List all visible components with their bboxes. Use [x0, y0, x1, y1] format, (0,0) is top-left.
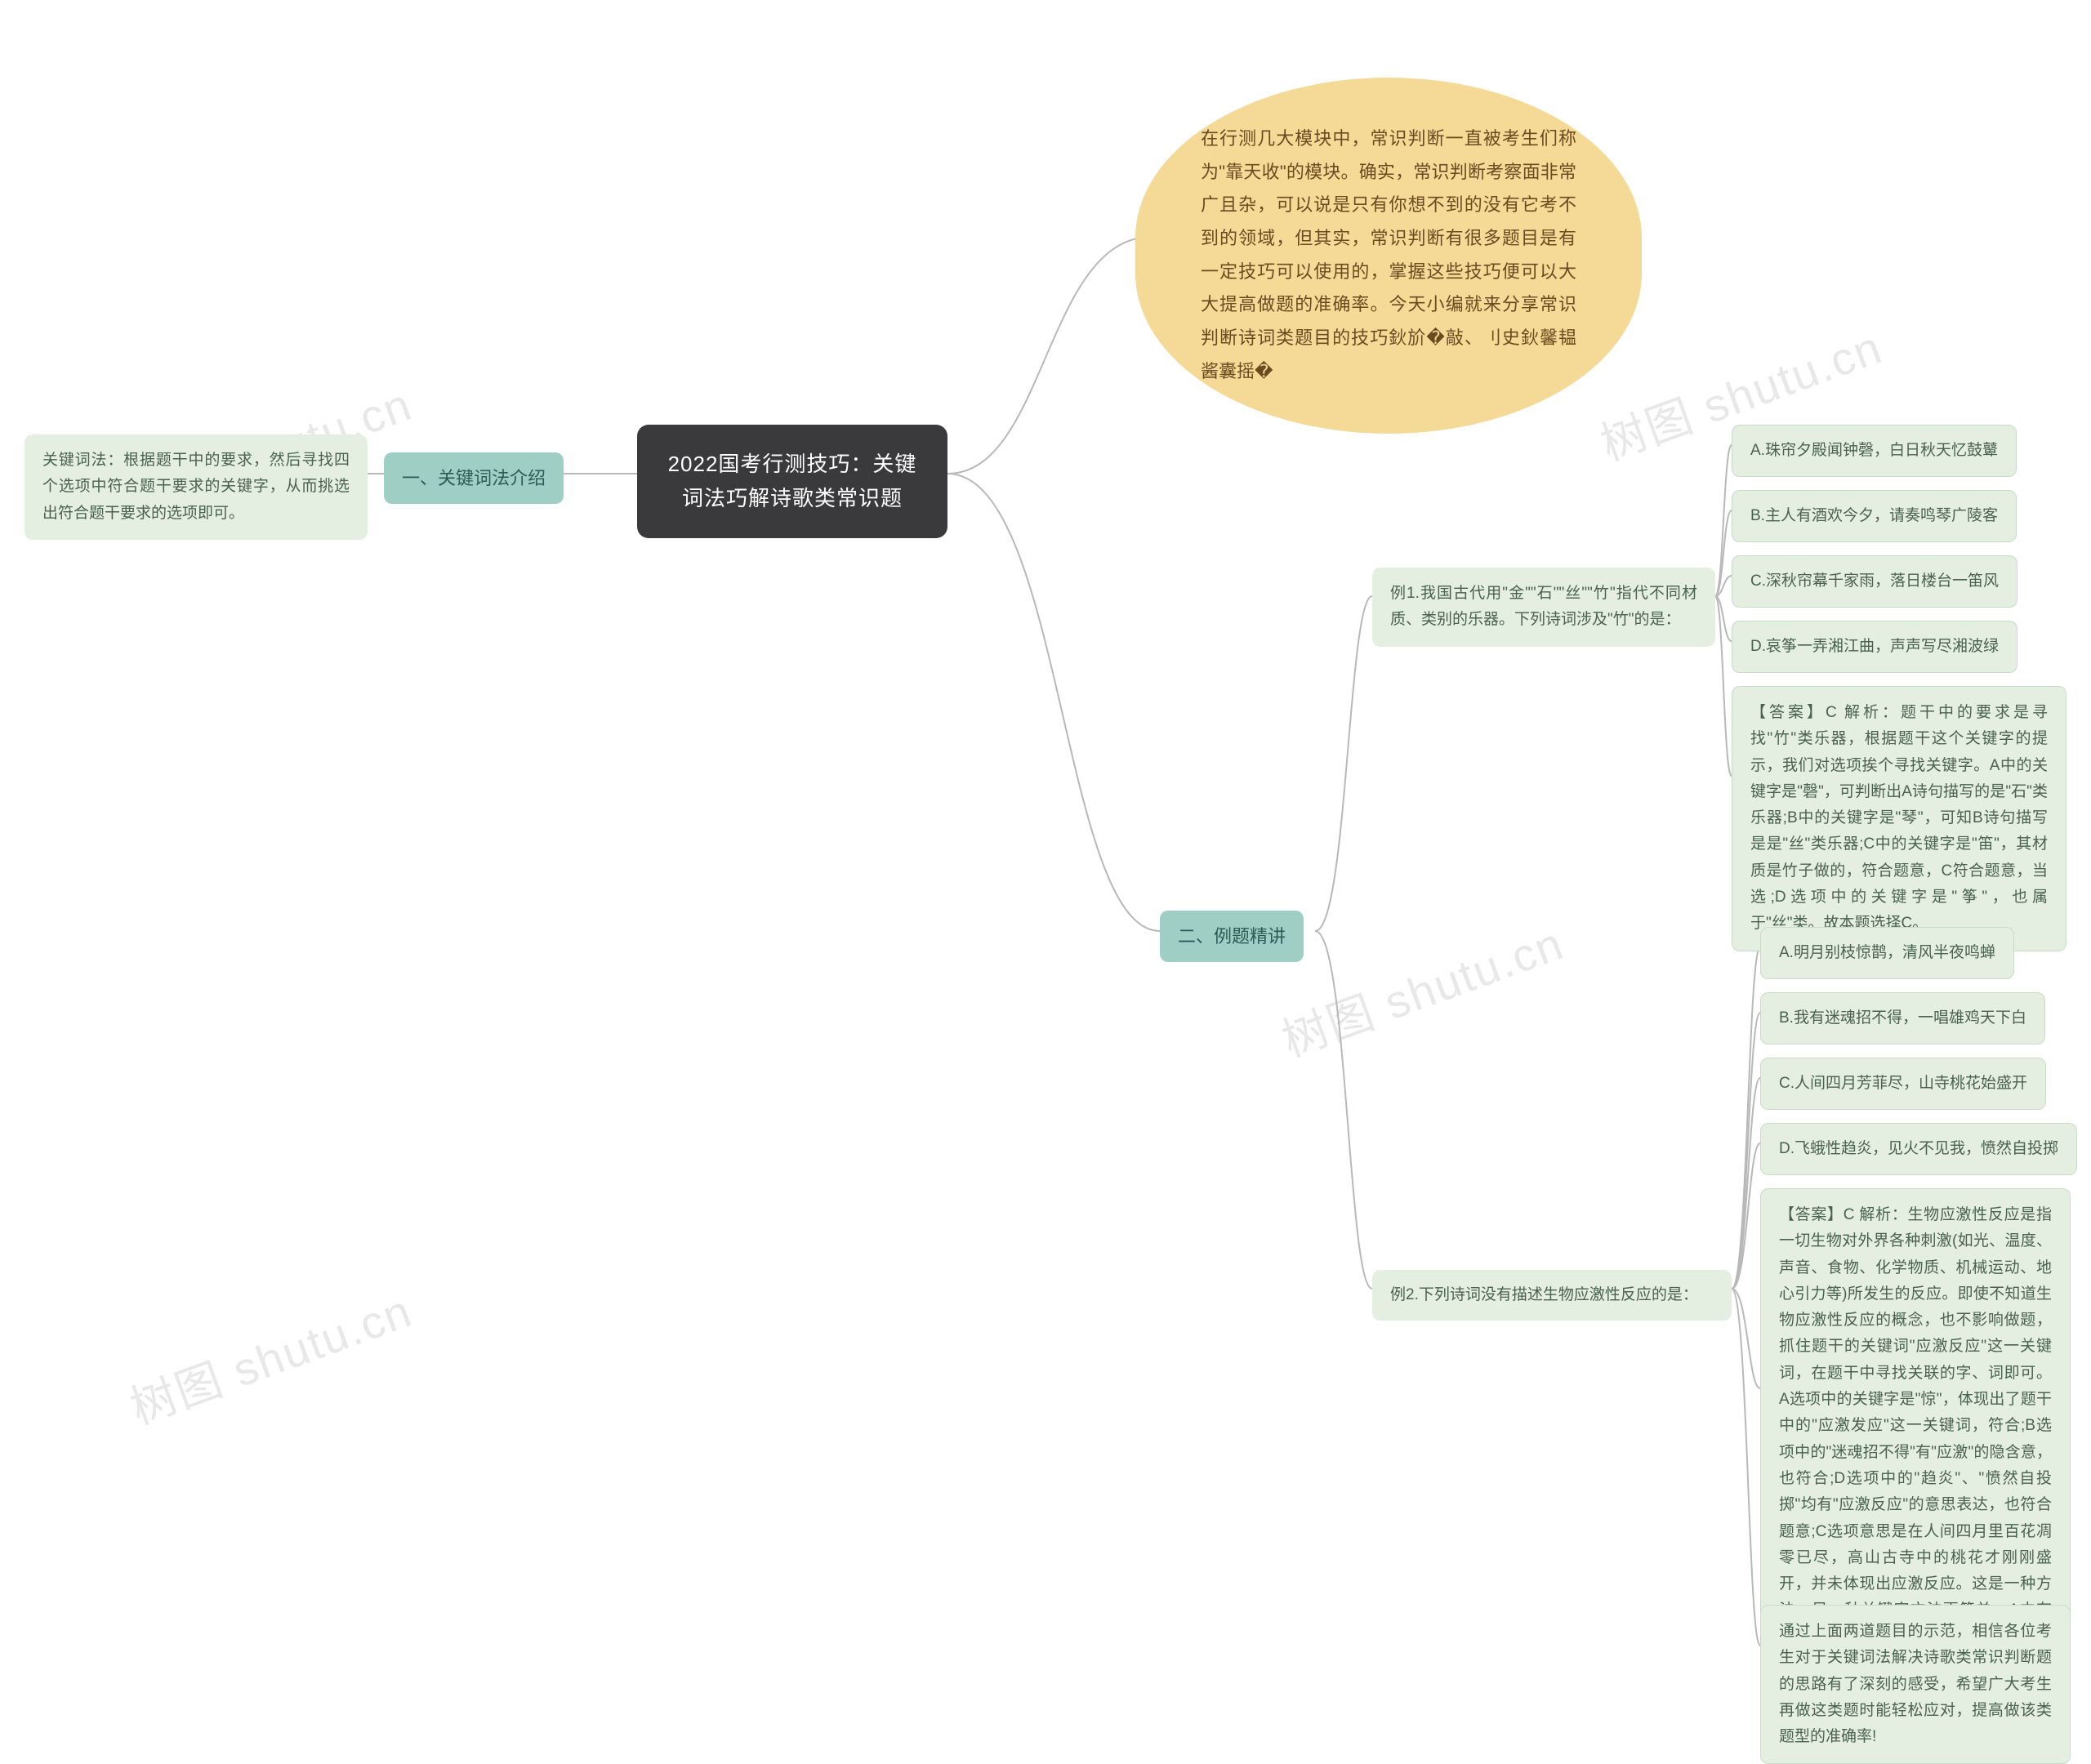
watermark: 树图 shutu.cn — [120, 1275, 420, 1438]
section1-detail: 关键词法：根据题干中的要求，然后寻找四个选项中符合题干要求的关键字，从而挑选出符… — [25, 434, 368, 540]
ex1-option-b: B.主人有酒欢今夕，请奏鸣琴广陵客 — [1732, 490, 2017, 542]
ex1-option-d: D.哀筝一弄湘江曲，声声写尽湘波绿 — [1732, 621, 2017, 673]
section2-label: 二、例题精讲 — [1160, 911, 1304, 962]
ex1-stem: 例1.我国古代用"金""石""丝""竹"指代不同材质、类别的乐器。下列诗词涉及"… — [1372, 568, 1715, 647]
ex1-option-c: C.深秋帘幕千家雨，落日楼台一笛风 — [1732, 555, 2017, 608]
intro-bubble: 在行测几大模块中，常识判断一直被考生们称为"靠天收"的模块。确实，常识判断考察面… — [1135, 78, 1642, 434]
root-title-line2: 词法巧解诗歌类常识题 — [667, 482, 918, 516]
watermark: 树图 shutu.cn — [1272, 907, 1572, 1071]
intro-text: 在行测几大模块中，常识判断一直被考生们称为"靠天收"的模块。确实，常识判断考察面… — [1201, 128, 1576, 381]
ex2-stem: 例2.下列诗词没有描述生物应激性反应的是： — [1372, 1270, 1732, 1321]
root-title-line1: 2022国考行测技巧：关键 — [667, 448, 918, 482]
ex2-option-a: A.明月别枝惊鹊，清风半夜鸣蝉 — [1760, 927, 2014, 979]
ex2-summary: 通过上面两道题目的示范，相信各位考生对于关键词法解决诗歌类常识判断题的思路有了深… — [1760, 1605, 2071, 1764]
section1-label: 一、关键词法介绍 — [384, 452, 564, 504]
ex2-option-d: D.飞蛾性趋炎，见火不见我，愤然自投掷 — [1760, 1123, 2077, 1175]
root-node: 2022国考行测技巧：关键 词法巧解诗歌类常识题 — [637, 425, 947, 538]
ex1-answer: 【答案】C 解析：题干中的要求是寻找"竹"类乐器，根据题干这个关键字的提示，我们… — [1732, 686, 2066, 951]
ex1-option-a: A.珠帘夕殿闻钟磬，白日秋天忆鼓鼙 — [1732, 425, 2017, 477]
ex2-option-b: B.我有迷魂招不得，一唱雄鸡天下白 — [1760, 992, 2045, 1045]
ex2-option-c: C.人间四月芳菲尽，山寺桃花始盛开 — [1760, 1058, 2046, 1110]
